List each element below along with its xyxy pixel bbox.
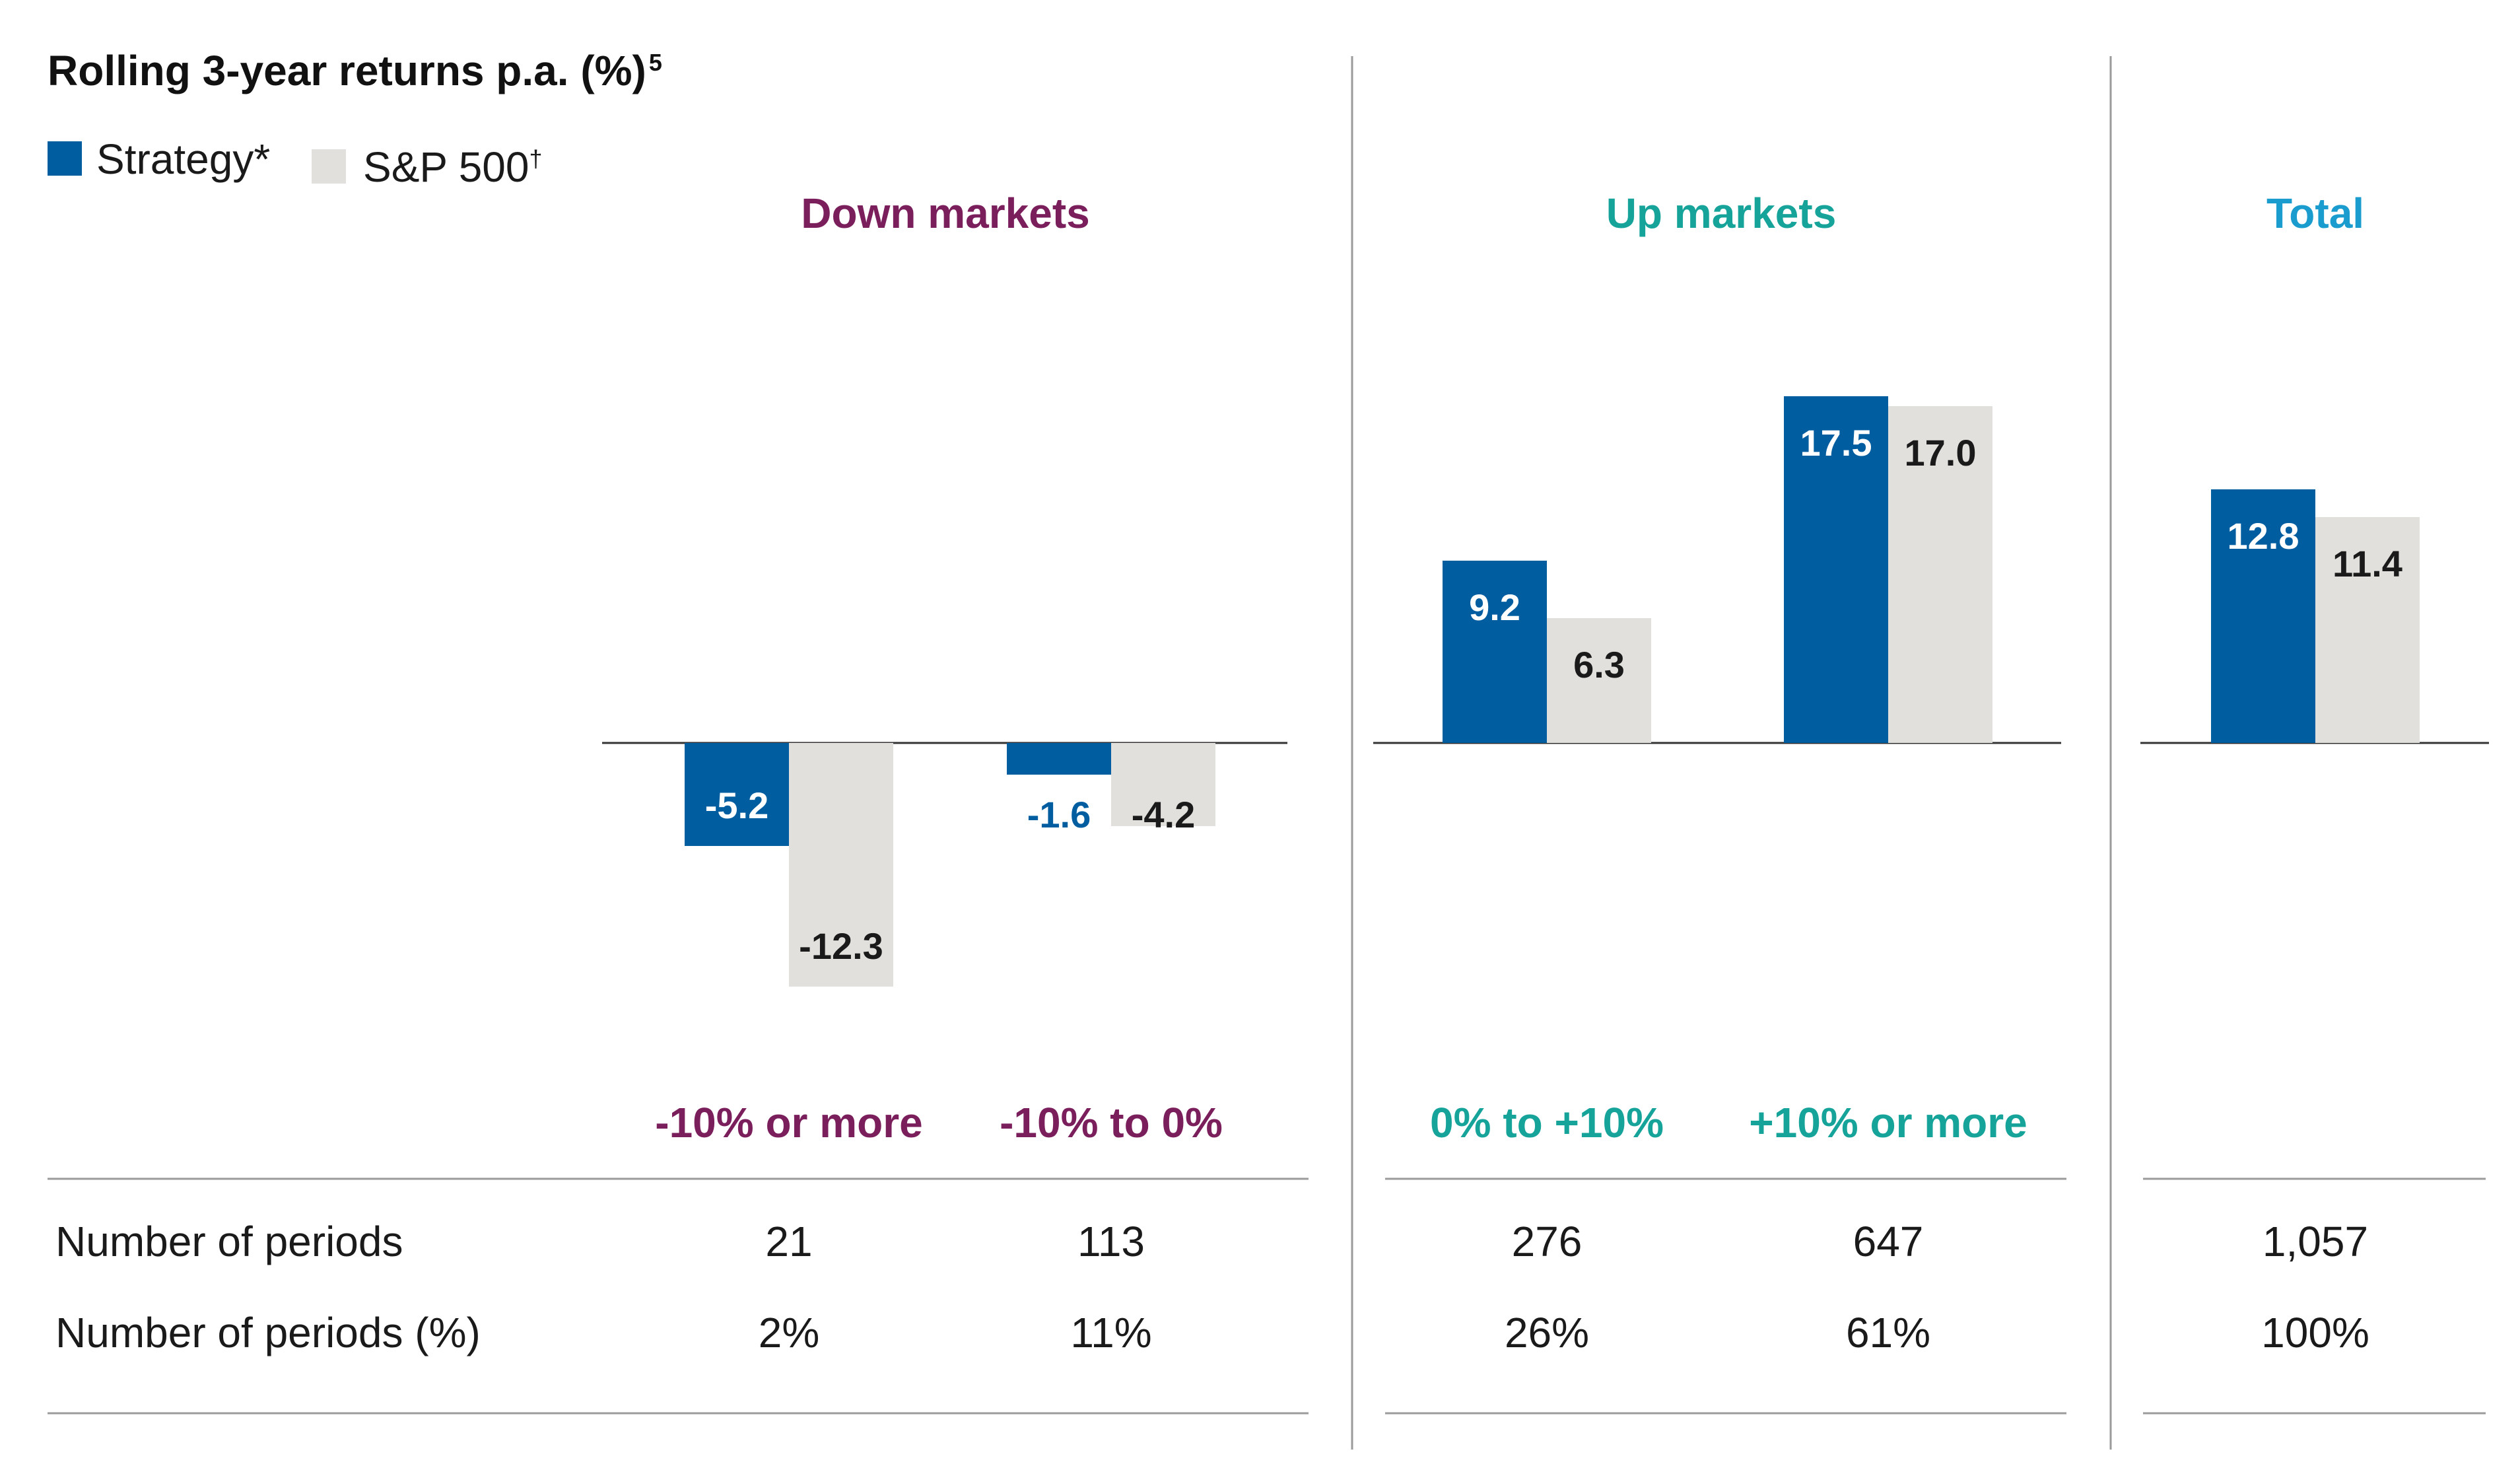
- data-label-strategy: 9.2: [1469, 586, 1520, 628]
- chart-title: Rolling 3-year returns p.a. (%) 5: [48, 47, 662, 94]
- table-cell: 276: [1512, 1218, 1583, 1265]
- table-cell: 2%: [759, 1309, 820, 1356]
- table-row-label: Number of periods (%): [55, 1309, 481, 1356]
- bar-sp500: [789, 743, 893, 987]
- table-row-label: Number of periods: [55, 1218, 403, 1265]
- legend-swatch-strategy: [48, 141, 82, 176]
- bar-strategy: [1007, 743, 1111, 775]
- data-label-sp500: 17.0: [1905, 432, 1977, 474]
- group-header: Total: [2266, 190, 2364, 237]
- data-label-strategy: -5.2: [705, 785, 769, 826]
- data-label-strategy: 12.8: [2228, 515, 2299, 557]
- category-label: +10% or more: [1749, 1099, 2027, 1146]
- category-label: 0% to +10%: [1430, 1099, 1664, 1146]
- bar-strategy: [1443, 561, 1547, 743]
- bar-sp500: [1547, 618, 1651, 743]
- table-cell: 100%: [2261, 1309, 2369, 1356]
- bar-strategy: [685, 743, 789, 846]
- group-header: Up markets: [1606, 190, 1837, 237]
- category-label: -10% to 0%: [1000, 1099, 1223, 1146]
- legend-label-sp500: S&P 500†: [363, 143, 543, 191]
- bar-strategy: [2211, 489, 2315, 743]
- data-label-sp500: 11.4: [2333, 543, 2402, 584]
- table-cell: 647: [1853, 1218, 1924, 1265]
- data-label-sp500: -12.3: [799, 925, 883, 967]
- table-cell: 61%: [1846, 1309, 1930, 1356]
- bar-sp500: [1111, 743, 1215, 826]
- data-label-sp500: -4.2: [1132, 794, 1196, 835]
- legend-label-strategy: Strategy*: [96, 135, 271, 183]
- bar-strategy: [1784, 396, 1888, 743]
- group-header: Down markets: [801, 190, 1089, 237]
- table-cell: 113: [1077, 1218, 1145, 1265]
- table-cell: 1,057: [2263, 1218, 2368, 1265]
- legend-swatch-sp500: [312, 149, 346, 184]
- table-cell: 21: [765, 1218, 812, 1265]
- data-label-sp500: 6.3: [1573, 644, 1625, 685]
- category-label: -10% or more: [655, 1099, 922, 1146]
- table-cell: 26%: [1505, 1309, 1589, 1356]
- data-label-strategy: 17.5: [1800, 422, 1872, 464]
- data-label-strategy: -1.6: [1027, 794, 1091, 835]
- table-cell: 11%: [1070, 1309, 1151, 1356]
- bar-sp500: [1888, 406, 1992, 743]
- bar-sp500: [2315, 517, 2420, 743]
